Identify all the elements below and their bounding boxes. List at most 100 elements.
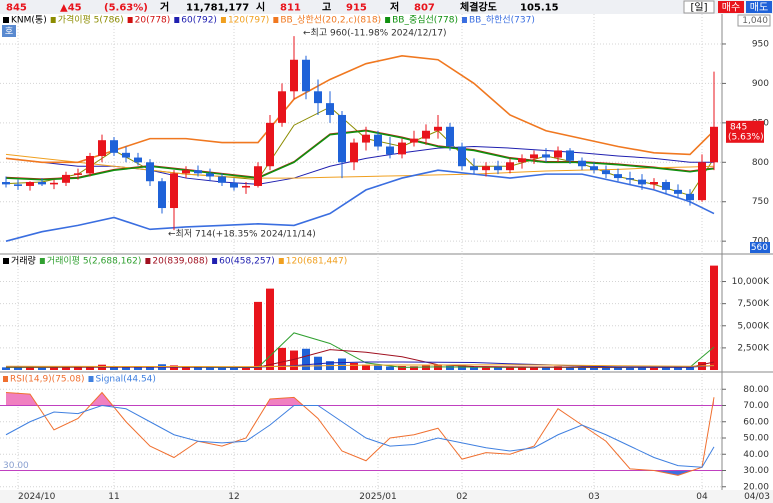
volume-bar [338,358,346,370]
indicator-line [5,169,715,242]
candle-body [386,146,394,155]
volume-bar [374,365,382,370]
volume-bar [218,367,226,370]
volume-bar [386,366,394,370]
candle-body [266,122,274,167]
legend-swatch [3,258,9,264]
candle-body [674,189,682,194]
volume-bar [26,367,34,370]
y-tick-label: 950 [752,39,769,49]
quote-mode-button[interactable] [2,25,16,37]
legend-swatch [3,376,8,382]
y-tick-label: 2,500K [737,343,770,353]
volume-bar [170,365,178,370]
volume-bar [710,265,718,370]
annotation: ←최저 714(+18.35% 2024/11/14) [168,229,316,240]
candle-body [122,152,130,158]
legend-swatch [461,17,467,23]
candle-body [554,150,562,158]
legend-swatch [127,17,133,23]
header-item: 11,781,177 [186,3,249,14]
annotation: ←최고 960(-11.98% 2024/12/17) [303,28,446,39]
candle-body [638,179,646,185]
quote-mode-label[interactable]: 호 [5,26,13,37]
legend-swatch [39,258,45,264]
volume-bar [266,288,274,370]
legend-swatch [220,17,226,23]
sell-button[interactable] [746,1,772,13]
candle-body [626,178,634,180]
legend-swatch [212,258,218,264]
header-item: 저 [390,1,399,14]
y-tick-label: 10,000K [732,277,770,287]
volume-bar [650,367,658,370]
volume-bar [446,365,454,370]
volume-bar [686,367,694,370]
volume-bar [194,367,202,370]
volume-bar [134,367,142,370]
candle-body [290,59,298,92]
candle-body [662,182,670,190]
candle-body [458,146,466,167]
header-item: 105.15 [520,3,559,14]
candle-body [278,91,286,123]
legend-entry: RSI(14,9)(75.08) [10,375,84,385]
y-tick-label: 30.00 [743,466,769,476]
candle-body [446,126,454,147]
header-item: ▲45 [60,3,82,14]
candle-body [566,150,574,161]
volume-bar [302,348,310,370]
y-tick-label: 50.00 [743,434,769,444]
volume-bar [590,367,598,370]
volume-bar [254,301,262,370]
legend-swatch [174,17,180,23]
candle-body [50,182,58,185]
candle-body [530,154,538,159]
buy-label[interactable]: 매수 [722,2,740,14]
candle-body [98,140,106,156]
volume-bar [554,366,562,370]
candle-body [710,126,718,163]
candle-body [74,173,82,175]
chart-area [0,14,773,503]
volume-bar [494,366,502,370]
candle-body [38,182,46,185]
x-tick-label: 03 [588,492,599,502]
candle-body [206,173,214,177]
range-high-box [737,14,771,27]
legend-swatch [145,258,151,264]
candle-body [218,176,226,183]
header-item: 807 [414,3,435,14]
volume-bar [542,366,550,370]
sell-label[interactable]: 매도 [750,2,768,14]
x-tick-label: 02 [456,492,467,502]
volume-bar [578,367,586,370]
volume-bar [242,367,250,370]
legend-swatch [3,17,9,23]
header-bar [0,0,773,14]
legend-entry: Signal(44.54) [95,375,155,385]
legend-entry: BB_중심선(778) [392,15,458,26]
legend-entry: 120(797) [228,16,269,26]
candle-body [26,182,34,186]
period-label[interactable]: [일] [690,2,707,14]
period-button[interactable] [683,0,715,14]
legend-swatch [50,17,56,23]
legend-entry: 60(792) [181,16,217,26]
candle-body [434,126,442,131]
volume-bar [62,366,70,370]
candle-body [518,158,526,163]
volume-bar [470,366,478,370]
candle-body [350,142,358,163]
volume-bar [614,367,622,370]
volume-bar [662,367,670,370]
legend-title: KNM(통) [11,15,47,26]
volume-bar [38,367,46,370]
x-tick-label: 11 [108,492,119,502]
x-tick-label: 2024/10 [18,492,56,502]
volume-bar [638,367,646,370]
candle-body [326,103,334,115]
buy-button[interactable] [718,1,744,13]
candle-body [650,182,658,185]
header-item: 체결강도 [460,1,497,14]
